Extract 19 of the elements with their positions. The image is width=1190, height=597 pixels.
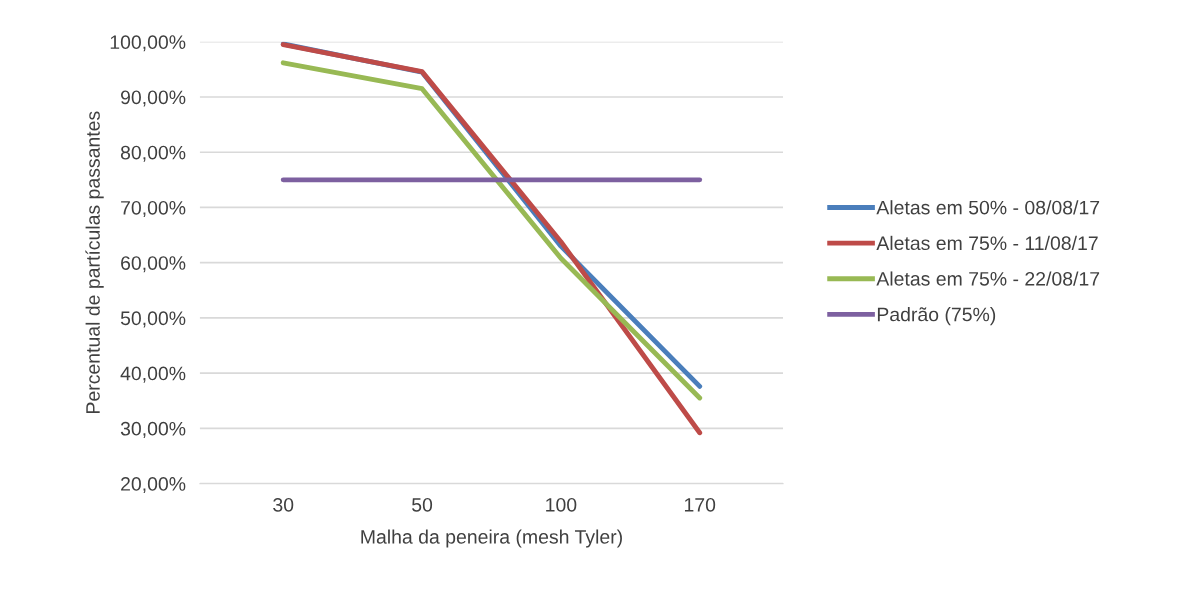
legend-label: Aletas em 75% - 22/08/17	[876, 271, 1100, 286]
legend-label: Aletas em 50% - 08/08/17	[876, 200, 1100, 215]
y-tick-label: 70,00%	[121, 200, 186, 217]
y-tick-label: 100,00%	[110, 35, 186, 52]
legend-label: Aletas em 75% - 11/08/17	[876, 235, 1098, 251]
x-axis-title: Malha da peneira (mesh Tyler)	[361, 529, 622, 548]
legend-label: Padrão (75%)	[877, 307, 996, 326]
y-tick-label: 60,00%	[121, 256, 186, 273]
y-tick-label: 80,00%	[120, 145, 186, 162]
y-tick-label: 20,00%	[121, 477, 186, 494]
x-tick-label: 50	[412, 497, 433, 512]
y-tick-label: 30,00%	[120, 421, 186, 438]
y-tick-label: 40,00%	[120, 366, 186, 383]
y-axis-title: Percentual de partículas passantes	[85, 111, 104, 413]
x-tick-label: 170	[684, 497, 716, 512]
x-tick-label: 30	[273, 497, 294, 512]
y-tick-label: 50,00%	[120, 311, 186, 328]
y-tick-label: 90,00%	[121, 90, 186, 107]
x-tick-label: 100	[546, 497, 577, 512]
